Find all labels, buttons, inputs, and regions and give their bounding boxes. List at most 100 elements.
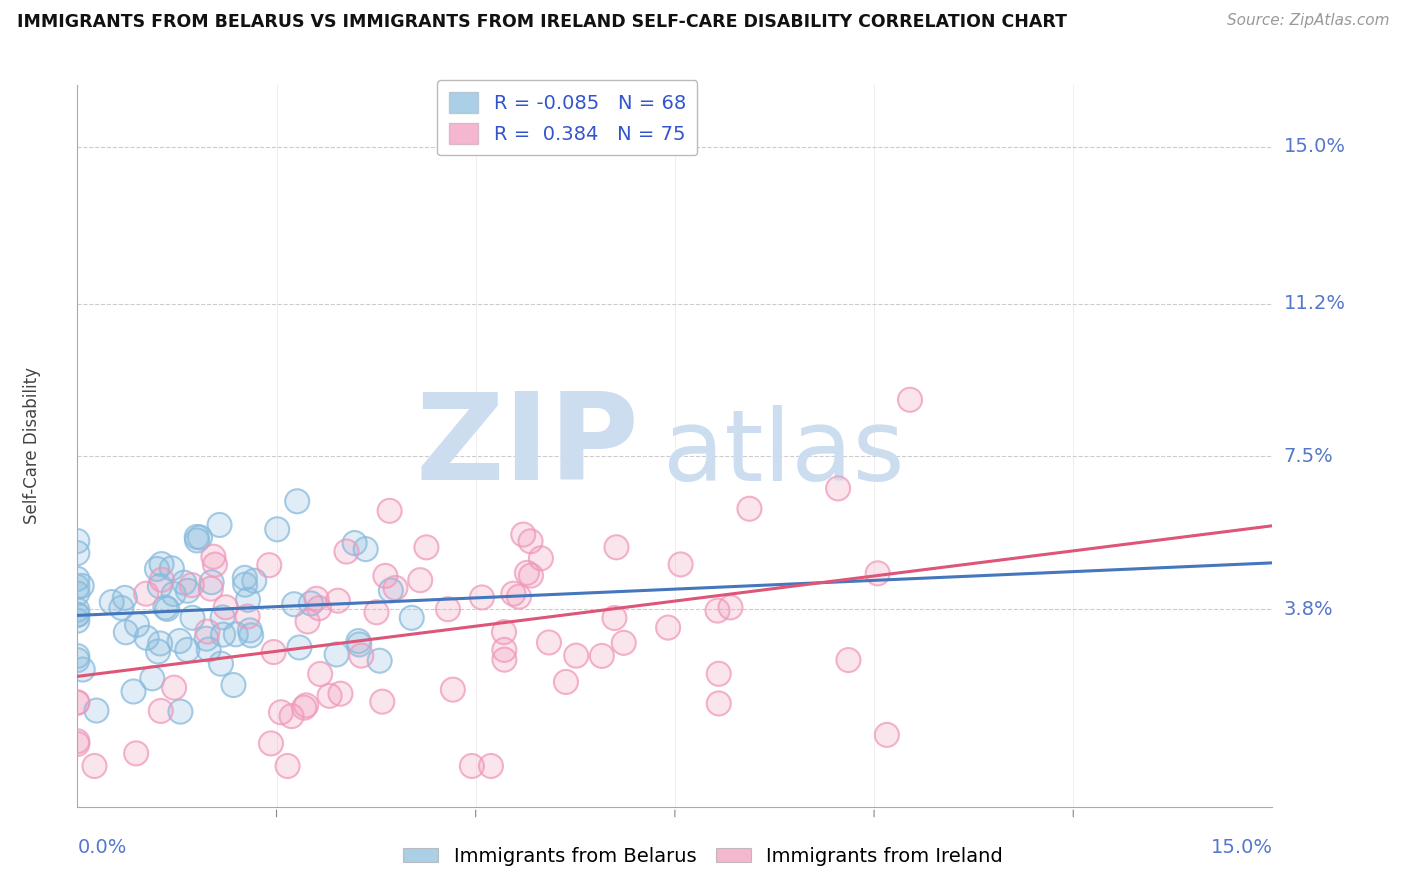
Point	[186, 533, 208, 548]
Point	[335, 544, 357, 558]
Point	[520, 568, 543, 582]
Point	[374, 569, 396, 583]
Point	[236, 592, 259, 607]
Point	[200, 575, 222, 590]
Point	[66, 572, 89, 586]
Point	[202, 549, 225, 564]
Point	[285, 494, 308, 508]
Point	[437, 602, 460, 616]
Point	[285, 494, 308, 508]
Point	[378, 504, 401, 518]
Point	[299, 596, 322, 610]
Point	[70, 579, 93, 593]
Point	[135, 587, 157, 601]
Point	[512, 527, 534, 541]
Point	[380, 583, 402, 598]
Point	[114, 591, 136, 605]
Text: Source: ZipAtlas.com: Source: ZipAtlas.com	[1226, 13, 1389, 29]
Point	[827, 482, 849, 496]
Point	[555, 675, 578, 690]
Point	[605, 541, 627, 555]
Point	[197, 642, 219, 657]
Point	[100, 595, 122, 609]
Point	[516, 566, 538, 580]
Point	[720, 600, 742, 615]
Point	[212, 627, 235, 641]
Point	[706, 604, 728, 618]
Point	[173, 575, 195, 590]
Point	[233, 577, 256, 591]
Point	[305, 591, 328, 606]
Point	[471, 591, 494, 605]
Point	[66, 696, 89, 710]
Point	[66, 534, 89, 549]
Point	[135, 631, 157, 645]
Point	[66, 696, 89, 710]
Point	[537, 635, 560, 649]
Point	[508, 590, 530, 604]
Point	[441, 682, 464, 697]
Point	[335, 544, 357, 558]
Point	[211, 610, 233, 624]
Point	[827, 482, 849, 496]
Point	[259, 558, 281, 573]
Point	[66, 653, 89, 667]
Point	[200, 582, 222, 596]
Point	[66, 614, 89, 628]
Point	[160, 561, 183, 575]
Point	[492, 625, 515, 640]
Point	[176, 643, 198, 657]
Point	[669, 558, 692, 572]
Point	[508, 590, 530, 604]
Point	[876, 728, 898, 742]
Point	[591, 648, 613, 663]
Point	[66, 614, 89, 628]
Point	[565, 648, 588, 663]
Point	[208, 518, 231, 533]
Point	[657, 621, 679, 635]
Point	[519, 534, 541, 549]
Point	[415, 541, 437, 555]
Point	[225, 627, 247, 641]
Point	[415, 541, 437, 555]
Point	[122, 684, 145, 698]
Point	[211, 610, 233, 624]
Point	[243, 574, 266, 588]
Text: 15.0%: 15.0%	[1211, 838, 1272, 857]
Point	[288, 640, 311, 655]
Point	[720, 600, 742, 615]
Point	[236, 609, 259, 624]
Point	[66, 734, 89, 748]
Text: IMMIGRANTS FROM BELARUS VS IMMIGRANTS FROM IRELAND SELF-CARE DISABILITY CORRELAT: IMMIGRANTS FROM BELARUS VS IMMIGRANTS FR…	[17, 13, 1067, 31]
Point	[259, 558, 281, 573]
Point	[66, 695, 89, 709]
Point	[325, 648, 347, 662]
Point	[605, 541, 627, 555]
Point	[72, 663, 94, 677]
Point	[243, 574, 266, 588]
Point	[591, 648, 613, 663]
Point	[876, 728, 898, 742]
Point	[177, 583, 200, 598]
Point	[603, 611, 626, 625]
Point	[371, 695, 394, 709]
Point	[266, 522, 288, 536]
Point	[343, 536, 366, 550]
Point	[461, 759, 484, 773]
Point	[181, 611, 204, 625]
Point	[305, 591, 328, 606]
Point	[200, 582, 222, 596]
Point	[530, 551, 553, 566]
Point	[146, 562, 169, 576]
Point	[384, 581, 406, 595]
Point	[66, 648, 89, 663]
Point	[70, 579, 93, 593]
Point	[173, 575, 195, 590]
Point	[197, 624, 219, 639]
Text: Self-Care Disability: Self-Care Disability	[22, 368, 41, 524]
Point	[492, 625, 515, 640]
Point	[378, 504, 401, 518]
Point	[150, 573, 173, 587]
Point	[738, 501, 761, 516]
Point	[371, 695, 394, 709]
